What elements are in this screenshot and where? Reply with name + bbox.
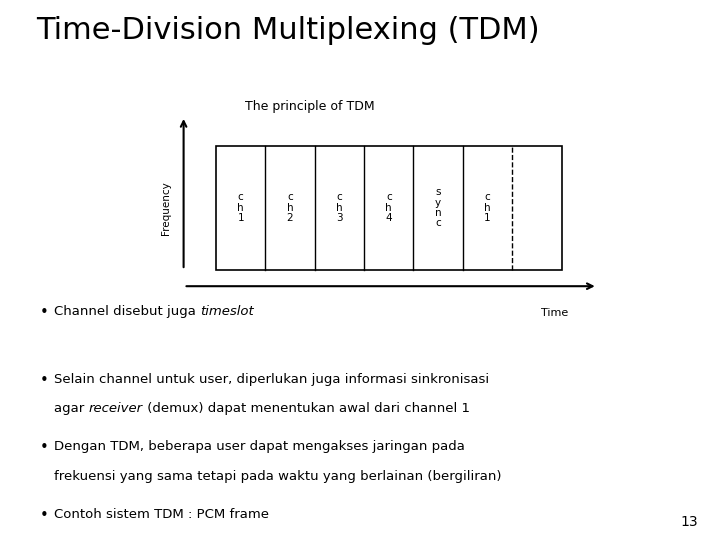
Text: Channel disebut juga: Channel disebut juga (54, 305, 200, 318)
Text: c
h
3: c h 3 (336, 192, 343, 224)
Text: timeslot: timeslot (200, 305, 254, 318)
Text: c
h
2: c h 2 (287, 192, 293, 224)
Text: c
h
4: c h 4 (385, 192, 392, 224)
Text: Frequency: Frequency (161, 181, 171, 235)
Text: frekuensi yang sama tetapi pada waktu yang berlainan (bergiliran): frekuensi yang sama tetapi pada waktu ya… (54, 470, 502, 483)
Text: c
h
1: c h 1 (238, 192, 244, 224)
Text: (demux) dapat menentukan awal dari channel 1: (demux) dapat menentukan awal dari chann… (143, 402, 469, 415)
Text: •: • (40, 508, 48, 523)
Text: 13: 13 (681, 515, 698, 529)
Text: Time-Division Multiplexing (TDM): Time-Division Multiplexing (TDM) (36, 16, 539, 45)
Text: Contoh sistem TDM : PCM frame: Contoh sistem TDM : PCM frame (54, 508, 269, 521)
Text: agar: agar (54, 402, 89, 415)
Text: receiver: receiver (89, 402, 143, 415)
Text: Selain channel untuk user, diperlukan juga informasi sinkronisasi: Selain channel untuk user, diperlukan ju… (54, 373, 489, 386)
Text: c
h
1: c h 1 (485, 192, 491, 224)
Text: •: • (40, 305, 48, 320)
Text: •: • (40, 440, 48, 455)
Text: Dengan TDM, beberapa user dapat mengakses jaringan pada: Dengan TDM, beberapa user dapat mengakse… (54, 440, 465, 453)
Text: •: • (40, 373, 48, 388)
Text: Time: Time (541, 308, 568, 318)
Text: The principle of TDM: The principle of TDM (245, 100, 374, 113)
Text: s
y
n
c: s y n c (435, 187, 441, 228)
